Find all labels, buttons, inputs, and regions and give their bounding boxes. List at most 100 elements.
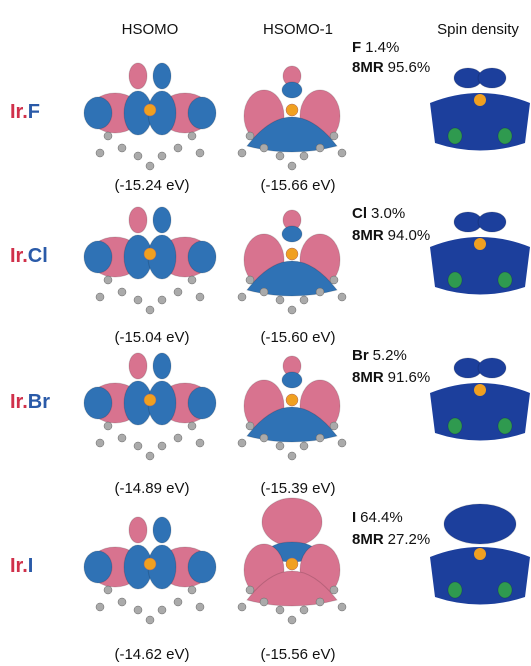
atom (246, 586, 254, 594)
atom (316, 598, 324, 606)
contribution-percent: 5.2% (373, 347, 407, 364)
atom (188, 276, 196, 284)
atom (146, 162, 154, 170)
contribution-percent: 3.0% (371, 205, 405, 222)
atom (300, 606, 308, 614)
lobe (448, 418, 462, 434)
atom (330, 276, 338, 284)
spin-density (430, 504, 530, 605)
atom (316, 288, 324, 296)
metal-atom (474, 94, 486, 106)
hsomo-orbital (84, 517, 216, 624)
hsomo-orbital (84, 353, 216, 460)
metal-atom (144, 394, 156, 406)
atom (104, 586, 112, 594)
atom (104, 276, 112, 284)
atom (260, 144, 268, 152)
spin-density (430, 212, 530, 295)
lobe (129, 207, 147, 233)
contribution: 8MR95.6% (352, 59, 430, 76)
energy: (-15.56 eV) (260, 646, 335, 663)
energy: (-15.66 eV) (260, 177, 335, 194)
lobe (188, 387, 216, 419)
contribution-atom: 8MR (352, 531, 384, 548)
atom (238, 439, 246, 447)
contribution-atom: 8MR (352, 227, 384, 244)
row-label: Ir.I (10, 555, 33, 577)
lobe (448, 582, 462, 598)
atom (238, 149, 246, 157)
atom (118, 144, 126, 152)
lobe (498, 582, 512, 598)
atom (174, 598, 182, 606)
spin-density (430, 358, 530, 441)
column-header: Spin density (437, 21, 519, 38)
row-label: Ir.Br (10, 391, 50, 413)
atom (104, 132, 112, 140)
lobe (478, 358, 506, 378)
contribution: 8MR94.0% (352, 227, 430, 244)
lobe (129, 517, 147, 543)
contribution-percent: 64.4% (360, 509, 403, 526)
atom (238, 293, 246, 301)
atom (96, 439, 104, 447)
atom (146, 452, 154, 460)
lobe (84, 97, 112, 129)
metal-atom (474, 238, 486, 250)
lobe (129, 63, 147, 89)
atom (118, 598, 126, 606)
atom (288, 306, 296, 314)
contribution-atom: F (352, 39, 361, 56)
contribution-percent: 91.6% (388, 369, 431, 386)
lobe (84, 241, 112, 273)
atom (330, 422, 338, 430)
atom (300, 442, 308, 450)
metal-atom (144, 104, 156, 116)
metal-atom (474, 548, 486, 560)
halide-label: Cl (28, 245, 48, 267)
atom (260, 434, 268, 442)
hsomo-1-orbital (238, 66, 346, 170)
lobe (448, 272, 462, 288)
atom (316, 144, 324, 152)
lobe (444, 504, 516, 544)
atom (330, 586, 338, 594)
lobe (153, 517, 171, 543)
lobe (282, 372, 302, 388)
atom (246, 132, 254, 140)
lobe (153, 353, 171, 379)
spin-density (430, 68, 530, 151)
lobe (498, 418, 512, 434)
atom (276, 442, 284, 450)
atom (260, 598, 268, 606)
atom (146, 616, 154, 624)
atom (188, 422, 196, 430)
lobe (188, 241, 216, 273)
atom (174, 288, 182, 296)
atom (188, 132, 196, 140)
atom (188, 586, 196, 594)
atom (330, 132, 338, 140)
lobe (153, 207, 171, 233)
contribution-atom: Br (352, 347, 369, 364)
atom (196, 293, 204, 301)
lobe (84, 387, 112, 419)
atom (288, 616, 296, 624)
atom (134, 442, 142, 450)
energy: (-15.04 eV) (114, 329, 189, 346)
atom (158, 152, 166, 160)
contribution-atom: I (352, 509, 356, 526)
atom (96, 293, 104, 301)
lobe (262, 498, 322, 546)
energy: (-14.62 eV) (114, 646, 189, 663)
atom (338, 149, 346, 157)
lobe (84, 551, 112, 583)
energy: (-15.60 eV) (260, 329, 335, 346)
lobe (498, 272, 512, 288)
atom (134, 606, 142, 614)
atom (300, 296, 308, 304)
